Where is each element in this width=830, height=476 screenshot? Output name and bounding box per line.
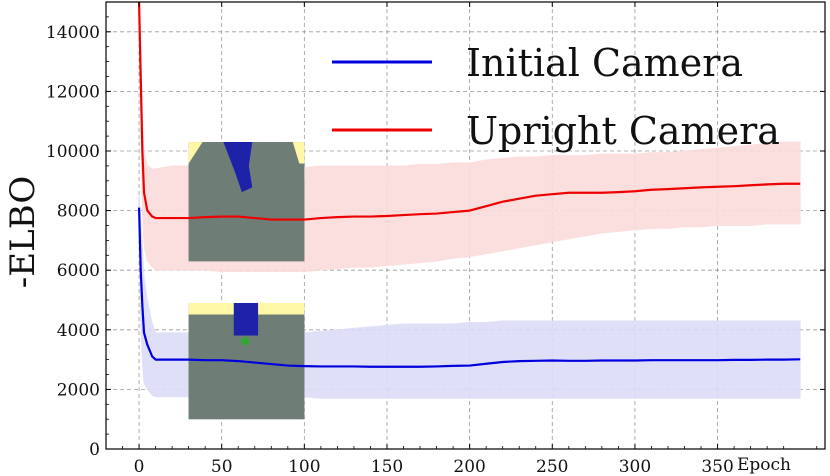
y-tick-label: 12000 [46, 82, 100, 102]
y-tick-label: 6000 [57, 261, 100, 281]
robot-arm-icon [223, 142, 253, 193]
legend-label-initial-camera: Initial Camera [466, 41, 743, 85]
series-line-0 [137, 207, 801, 368]
x-tick-label: 200 [453, 457, 485, 476]
x-tick-label: 250 [536, 457, 568, 476]
target-cube-icon [241, 337, 250, 346]
series-lines [137, 1, 801, 368]
x-tick-label: 350 [701, 457, 733, 476]
x-tick-label: 50 [211, 457, 233, 476]
y-tick-label: 14000 [46, 23, 100, 43]
y-tick-label: 8000 [57, 202, 100, 222]
y-tick-label: 10000 [46, 142, 100, 162]
upright-camera-thumbnail [188, 142, 305, 262]
ticks: 0 50 100 150 200 250 300 350 0 2000 4000 6000 8000 10… [46, 2, 825, 476]
inset-table [188, 142, 305, 262]
y-tick-label: 4000 [57, 321, 100, 341]
y-axis-label: -ELBO [3, 176, 43, 288]
series-line-1 [137, 1, 801, 221]
legend: Initial Camera Upright Camera [332, 41, 780, 153]
legend-label-upright-camera: Upright Camera [466, 109, 780, 153]
x-tick-label: 0 [134, 457, 145, 476]
x-tick-label: 150 [371, 457, 403, 476]
robot-arm-icon [233, 302, 259, 336]
y-tick-label: 0 [89, 440, 100, 460]
y-tick-label: 2000 [57, 380, 100, 400]
x-tick-label: 100 [288, 457, 320, 476]
camera-insets [188, 142, 305, 420]
x-tick-label: 300 [619, 457, 651, 476]
x-axis-label: Epoch [737, 455, 791, 475]
initial-camera-thumbnail [188, 302, 305, 420]
